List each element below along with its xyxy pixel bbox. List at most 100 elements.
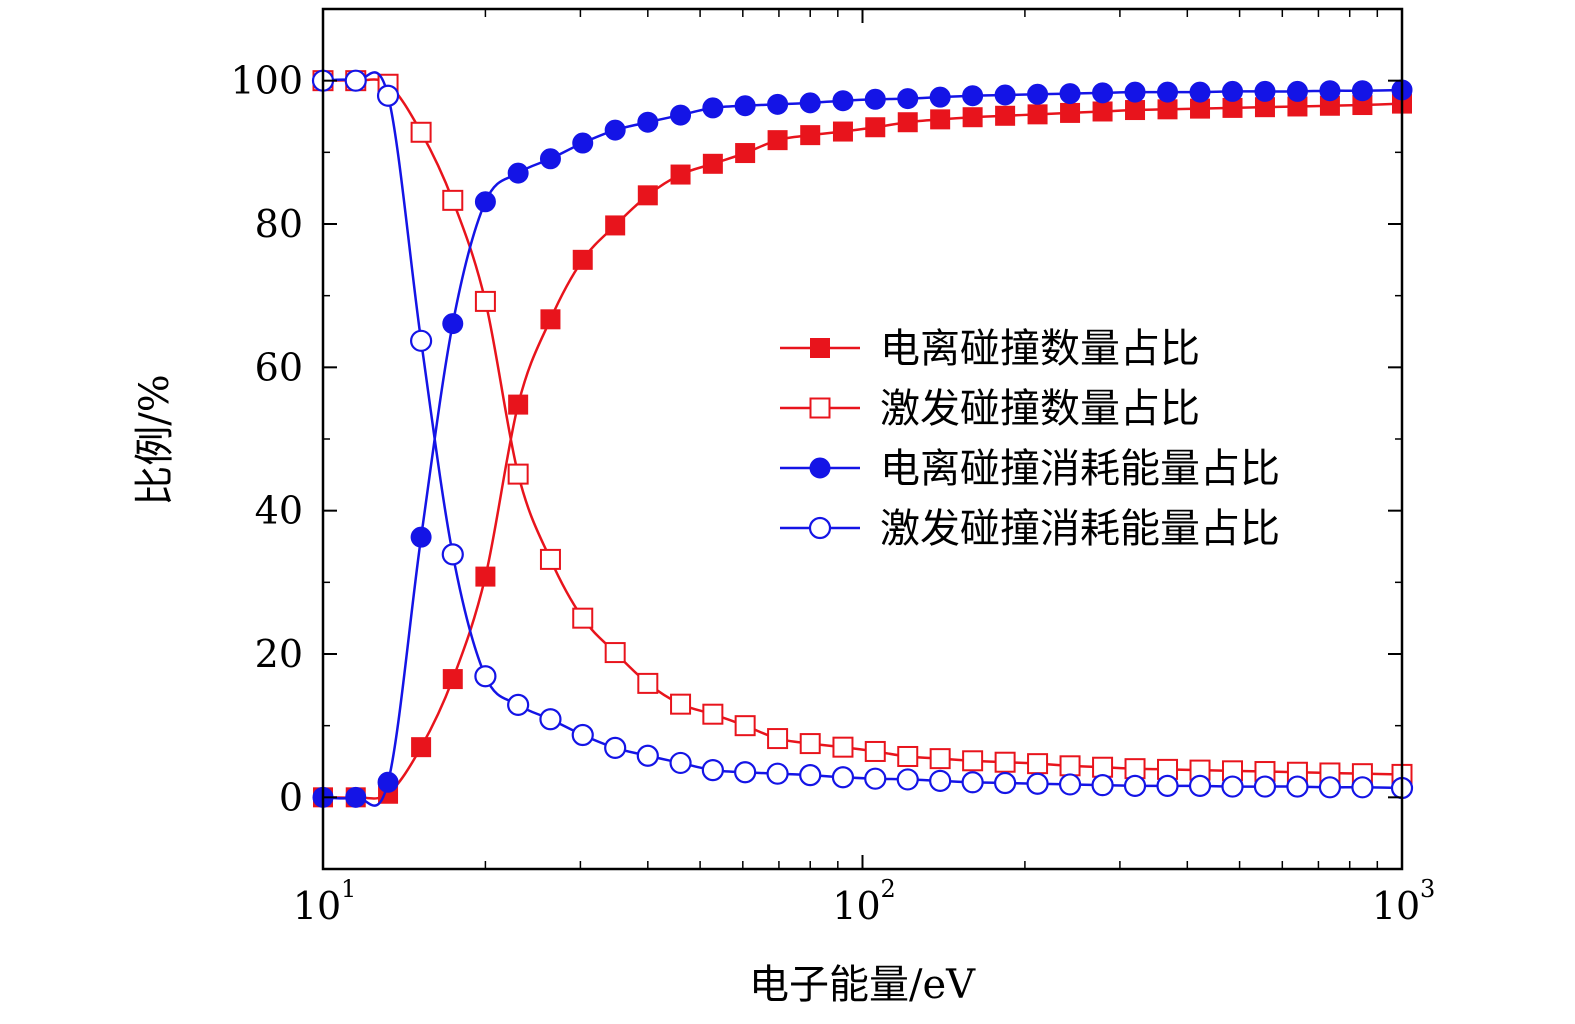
data-point [670, 693, 692, 715]
y-axis-label: 比例/% [132, 374, 178, 505]
data-point [344, 69, 367, 92]
data-point [1157, 81, 1179, 103]
data-point [994, 771, 1017, 795]
data-point [442, 189, 464, 211]
data-point [961, 771, 984, 794]
data-point [995, 105, 1016, 126]
data-point [474, 290, 496, 312]
data-point [1286, 775, 1309, 798]
data-point [702, 153, 723, 174]
data-point [1156, 774, 1179, 797]
x-axis-label: 电子能量/eV [749, 962, 976, 1008]
x-tick-label-base: 10 [293, 884, 341, 928]
data-point [832, 736, 854, 758]
legend-label: 电离碰撞消耗能量占比 [880, 446, 1280, 492]
data-point [702, 97, 724, 119]
data-point [799, 764, 822, 787]
data-point [411, 737, 432, 758]
data-point [800, 125, 821, 146]
data-point [1351, 776, 1374, 799]
data-point [571, 723, 594, 747]
data-point [1351, 80, 1373, 102]
data-point [930, 109, 951, 130]
data-point [929, 86, 951, 108]
data-point [539, 548, 561, 570]
data-point [897, 745, 919, 767]
x-tick-label-exponent: 3 [1420, 875, 1435, 903]
data-point [474, 665, 497, 688]
y-tick-label: 80 [255, 202, 303, 246]
plot-frame [321, 7, 1404, 871]
data-point [1157, 99, 1178, 120]
data-point [832, 121, 853, 142]
x-tick-label-base: 10 [832, 884, 880, 928]
data-point [831, 766, 855, 789]
data-point [1222, 80, 1244, 102]
data-point [1027, 753, 1049, 775]
legend-marker [808, 516, 832, 540]
series-1 [312, 70, 1413, 785]
y-tick-label: 0 [279, 775, 303, 819]
data-point [636, 744, 659, 767]
data-point [410, 526, 432, 548]
data-point [604, 642, 626, 664]
x-tick-label-exponent: 1 [341, 875, 356, 903]
data-point [929, 748, 951, 770]
data-point [994, 751, 1016, 773]
y-tick-label: 20 [255, 632, 303, 676]
data-point [604, 736, 627, 759]
data-point [734, 761, 757, 784]
legend-label: 电离碰撞数量占比 [880, 326, 1200, 372]
data-point [1092, 101, 1113, 122]
data-point [1319, 80, 1341, 102]
data-point [507, 463, 529, 485]
data-point [1188, 774, 1212, 797]
data-point [767, 130, 788, 151]
series-layer [311, 69, 1414, 808]
data-point [474, 191, 496, 213]
data-point [1124, 81, 1146, 103]
data-point [376, 84, 400, 107]
data-point [1058, 773, 1082, 796]
data-point [1026, 772, 1049, 795]
data-point [1027, 83, 1049, 105]
data-point [799, 733, 821, 755]
data-point [962, 85, 984, 107]
data-point [865, 117, 886, 138]
legend-item: 电离碰撞数量占比 [780, 326, 1200, 372]
data-point [670, 164, 691, 185]
data-point [572, 249, 593, 270]
data-point [475, 566, 496, 587]
legend-marker [809, 457, 831, 479]
data-point [441, 543, 464, 566]
data-point [1254, 80, 1276, 102]
data-point [539, 148, 561, 170]
data-point [734, 95, 756, 117]
data-point [962, 750, 984, 772]
data-point [377, 771, 399, 793]
data-point [897, 88, 919, 110]
x-tick-label: 10 3 [1372, 875, 1435, 928]
data-point [442, 669, 463, 690]
data-point [1318, 776, 1342, 799]
data-point [1253, 775, 1277, 798]
data-point [1059, 755, 1081, 777]
data-point [410, 329, 433, 352]
data-point [669, 751, 692, 775]
data-point [507, 693, 530, 716]
data-point [572, 607, 594, 629]
legend-item: 激发碰撞消耗能量占比 [780, 506, 1280, 552]
x-tick-label: 10 1 [293, 875, 356, 928]
y-tick-label: 100 [230, 59, 303, 103]
data-point [1059, 83, 1081, 105]
data-point [1060, 102, 1081, 123]
data-point [572, 132, 594, 154]
x-tick-label-base: 10 [1372, 884, 1420, 928]
data-point [1092, 756, 1114, 778]
data-point [767, 93, 789, 115]
data-point [1092, 82, 1114, 104]
data-point [539, 708, 562, 731]
data-point [864, 767, 887, 790]
